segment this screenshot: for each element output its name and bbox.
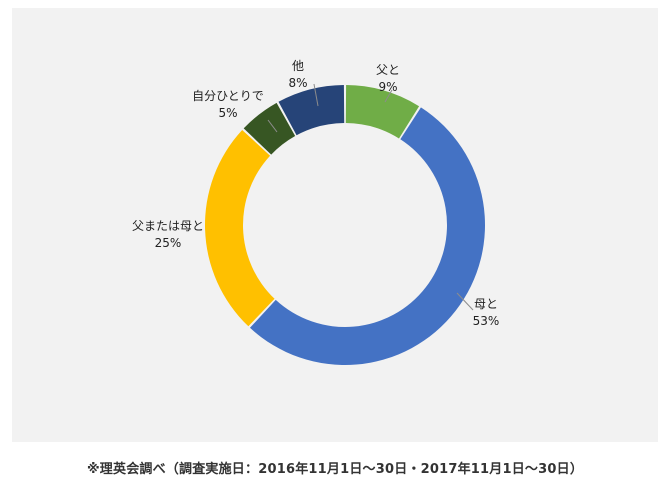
donut-slice-2 [205,129,275,327]
slice-value-label-2: 25% [155,236,182,250]
slice-value-label-0: 9% [378,80,397,94]
slice-label-2: 父または母と [132,219,204,233]
leader-line-0 [384,89,393,103]
slice-label-1: 母と [474,297,498,311]
donut-slice-3 [243,102,296,155]
leader-line-3 [267,119,278,133]
slice-label-0: 父と [376,63,400,77]
donut-slice-4 [278,85,345,136]
leader-line-4 [313,83,319,107]
slice-label-4: 他 [292,59,304,73]
donut-slice-1 [249,107,486,366]
donut-chart: 父と 9% 母と 53% 父または母と 25% 自分ひとりで 5% 他 8% [132,59,500,366]
slice-value-label-1: 53% [473,314,500,328]
slice-value-label-4: 8% [288,76,307,90]
donut-slice-0 [345,85,420,139]
slice-label-3: 自分ひとりで [192,89,264,103]
chart-panel: 父と 9% 母と 53% 父または母と 25% 自分ひとりで 5% 他 8% [12,8,658,442]
leader-line-1 [456,292,474,311]
slice-value-label-3: 5% [218,106,237,120]
source-note: ※理英会調べ（調査実施日：2016年11月1日～30日・2017年11月1日～3… [86,462,584,477]
